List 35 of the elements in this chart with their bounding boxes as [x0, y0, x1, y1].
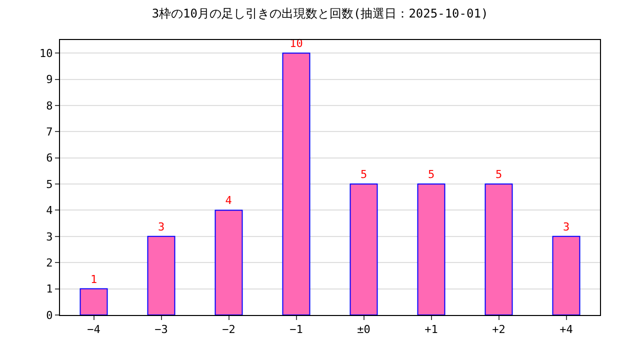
- y-tick-label: 10: [40, 46, 53, 60]
- data-label: 5: [428, 168, 435, 182]
- chart-title: 3枠の10月の足し引きの出現数と回数(抽選日：2025-10-01): [152, 6, 488, 20]
- y-tick-label: 3: [46, 230, 53, 244]
- x-tick-label: −4: [87, 323, 101, 336]
- y-tick-label: 0: [46, 308, 53, 322]
- x-tick-label: −3: [154, 323, 168, 336]
- data-label: 3: [562, 220, 570, 234]
- data-label: 5: [360, 168, 368, 182]
- bar: [147, 236, 176, 315]
- y-tick-label: 8: [46, 99, 53, 112]
- data-label: 3: [158, 220, 165, 234]
- bar: [282, 52, 310, 315]
- y-tick-label: 2: [46, 256, 53, 270]
- y-tick-label: 9: [46, 73, 53, 86]
- bar: [80, 288, 108, 315]
- bar: [484, 184, 513, 315]
- y-tick-label: 5: [46, 178, 53, 191]
- x-tick-label: ±0: [357, 323, 370, 336]
- data-label: 5: [495, 168, 502, 182]
- y-tick-label: 6: [46, 152, 53, 165]
- y-tick-label: 4: [46, 204, 54, 218]
- bar: [350, 184, 378, 315]
- data-label: 1: [90, 272, 98, 286]
- bar: [214, 210, 243, 315]
- data-label: 4: [225, 194, 232, 208]
- x-tick-label: +4: [560, 323, 574, 336]
- x-tick-label: −1: [290, 323, 303, 336]
- x-tick-label: −2: [222, 323, 236, 336]
- bar: [552, 236, 580, 315]
- x-tick-label: +2: [492, 323, 506, 336]
- y-tick-label: 7: [46, 126, 53, 139]
- y-tick-label: 1: [46, 282, 53, 296]
- x-tick-label: +1: [424, 323, 438, 336]
- bar: [417, 184, 446, 315]
